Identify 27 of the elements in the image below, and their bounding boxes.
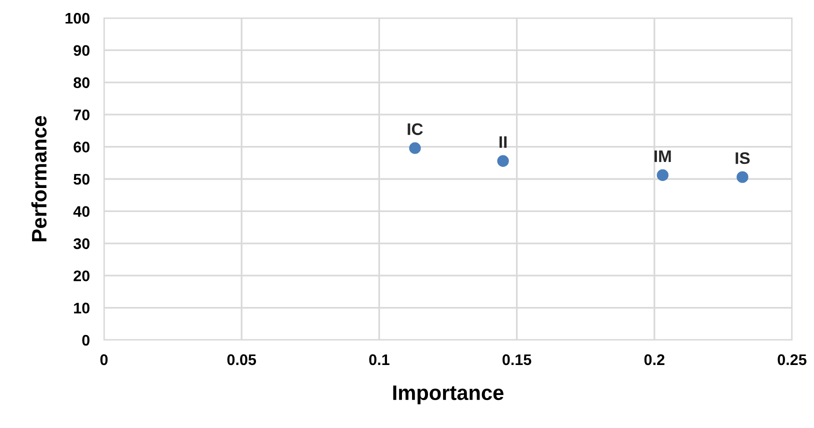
y-tick-label: 10 [74,302,90,314]
annotation: II [500,136,507,148]
y-tick-label: 0 [82,334,90,346]
point [656,169,668,181]
y-axis-title: Performance [31,116,47,242]
annotation: IM [654,150,671,162]
point [736,171,748,183]
y-tick-label: 80 [74,77,90,88]
x-tick-label: 0.15 [502,354,532,366]
x-tick-label: 0.05 [227,354,256,366]
y-tick-label: 70 [74,109,90,120]
x-tick-label: 0.2 [644,354,664,366]
x-tick-label: 0.25 [778,354,806,366]
annotation: IS [736,152,750,164]
x-tick-label: 0 [100,354,108,366]
point [497,155,509,167]
x-tick-label: 0.1 [369,354,390,366]
y-tick-label: 40 [73,206,90,217]
annotation: IC [408,123,423,136]
point [409,142,421,154]
y-tick-label: 20 [74,270,90,282]
y-tick-label: 50 [74,174,90,185]
x-axis-title: Importance [393,386,504,404]
y-tick-label: 60 [74,142,90,152]
y-tick-label: 90 [74,45,90,56]
y-tick-label: 30 [73,238,90,250]
y-tick-label: 100 [66,12,90,24]
